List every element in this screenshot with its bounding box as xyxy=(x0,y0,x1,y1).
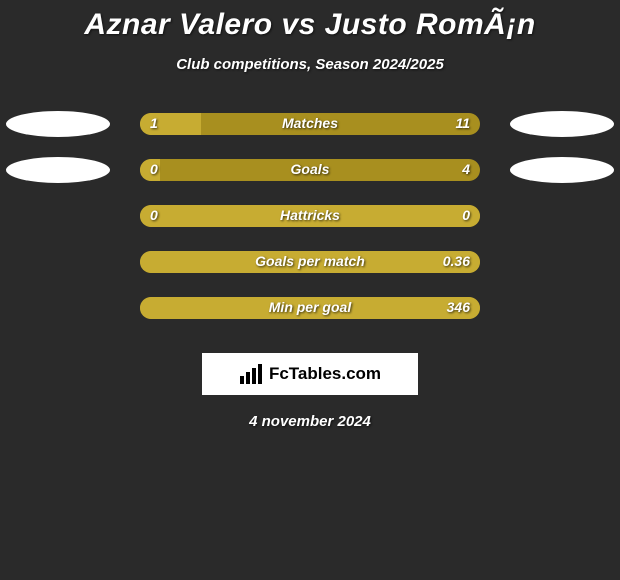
stat-row: Hattricks00 xyxy=(0,203,620,249)
stat-value-right: 4 xyxy=(462,161,470,177)
stat-value-left: 0 xyxy=(150,207,158,223)
stat-bar: Goals per match0.36 xyxy=(140,251,480,273)
stat-value-right: 11 xyxy=(455,115,470,131)
stat-bar-bg xyxy=(140,159,480,181)
stat-row: Goals04 xyxy=(0,157,620,203)
player-right-oval xyxy=(510,157,614,183)
stat-bar: Hattricks00 xyxy=(140,205,480,227)
stat-value-right: 0.36 xyxy=(443,253,470,269)
stat-rows: Matches111Goals04Hattricks00Goals per ma… xyxy=(0,111,620,341)
logo-text: FcTables.com xyxy=(269,364,381,384)
stat-bar-fill xyxy=(140,251,480,273)
fctables-logo-box: FcTables.com xyxy=(202,353,418,395)
stat-bar: Goals04 xyxy=(140,159,480,181)
subtitle: Club competitions, Season 2024/2025 xyxy=(0,56,620,73)
player-left-oval xyxy=(6,111,110,137)
stat-bar: Min per goal346 xyxy=(140,297,480,319)
fctables-logo: FcTables.com xyxy=(239,364,381,384)
stat-value-right: 346 xyxy=(447,299,470,315)
stat-bar-fill xyxy=(140,297,480,319)
stat-bar: Matches111 xyxy=(140,113,480,135)
page-title: Aznar Valero vs Justo RomÃ¡n xyxy=(0,0,620,42)
stat-row: Min per goal346 xyxy=(0,295,620,341)
stat-value-left: 1 xyxy=(150,115,158,131)
stat-row: Matches111 xyxy=(0,111,620,157)
stat-value-right: 0 xyxy=(462,207,470,223)
stat-value-left: 0 xyxy=(150,161,158,177)
player-right-oval xyxy=(510,111,614,137)
bars-icon xyxy=(239,364,263,384)
date-label: 4 november 2024 xyxy=(0,413,620,430)
player-left-oval xyxy=(6,157,110,183)
stat-row: Goals per match0.36 xyxy=(0,249,620,295)
stat-bar-fill xyxy=(140,205,480,227)
